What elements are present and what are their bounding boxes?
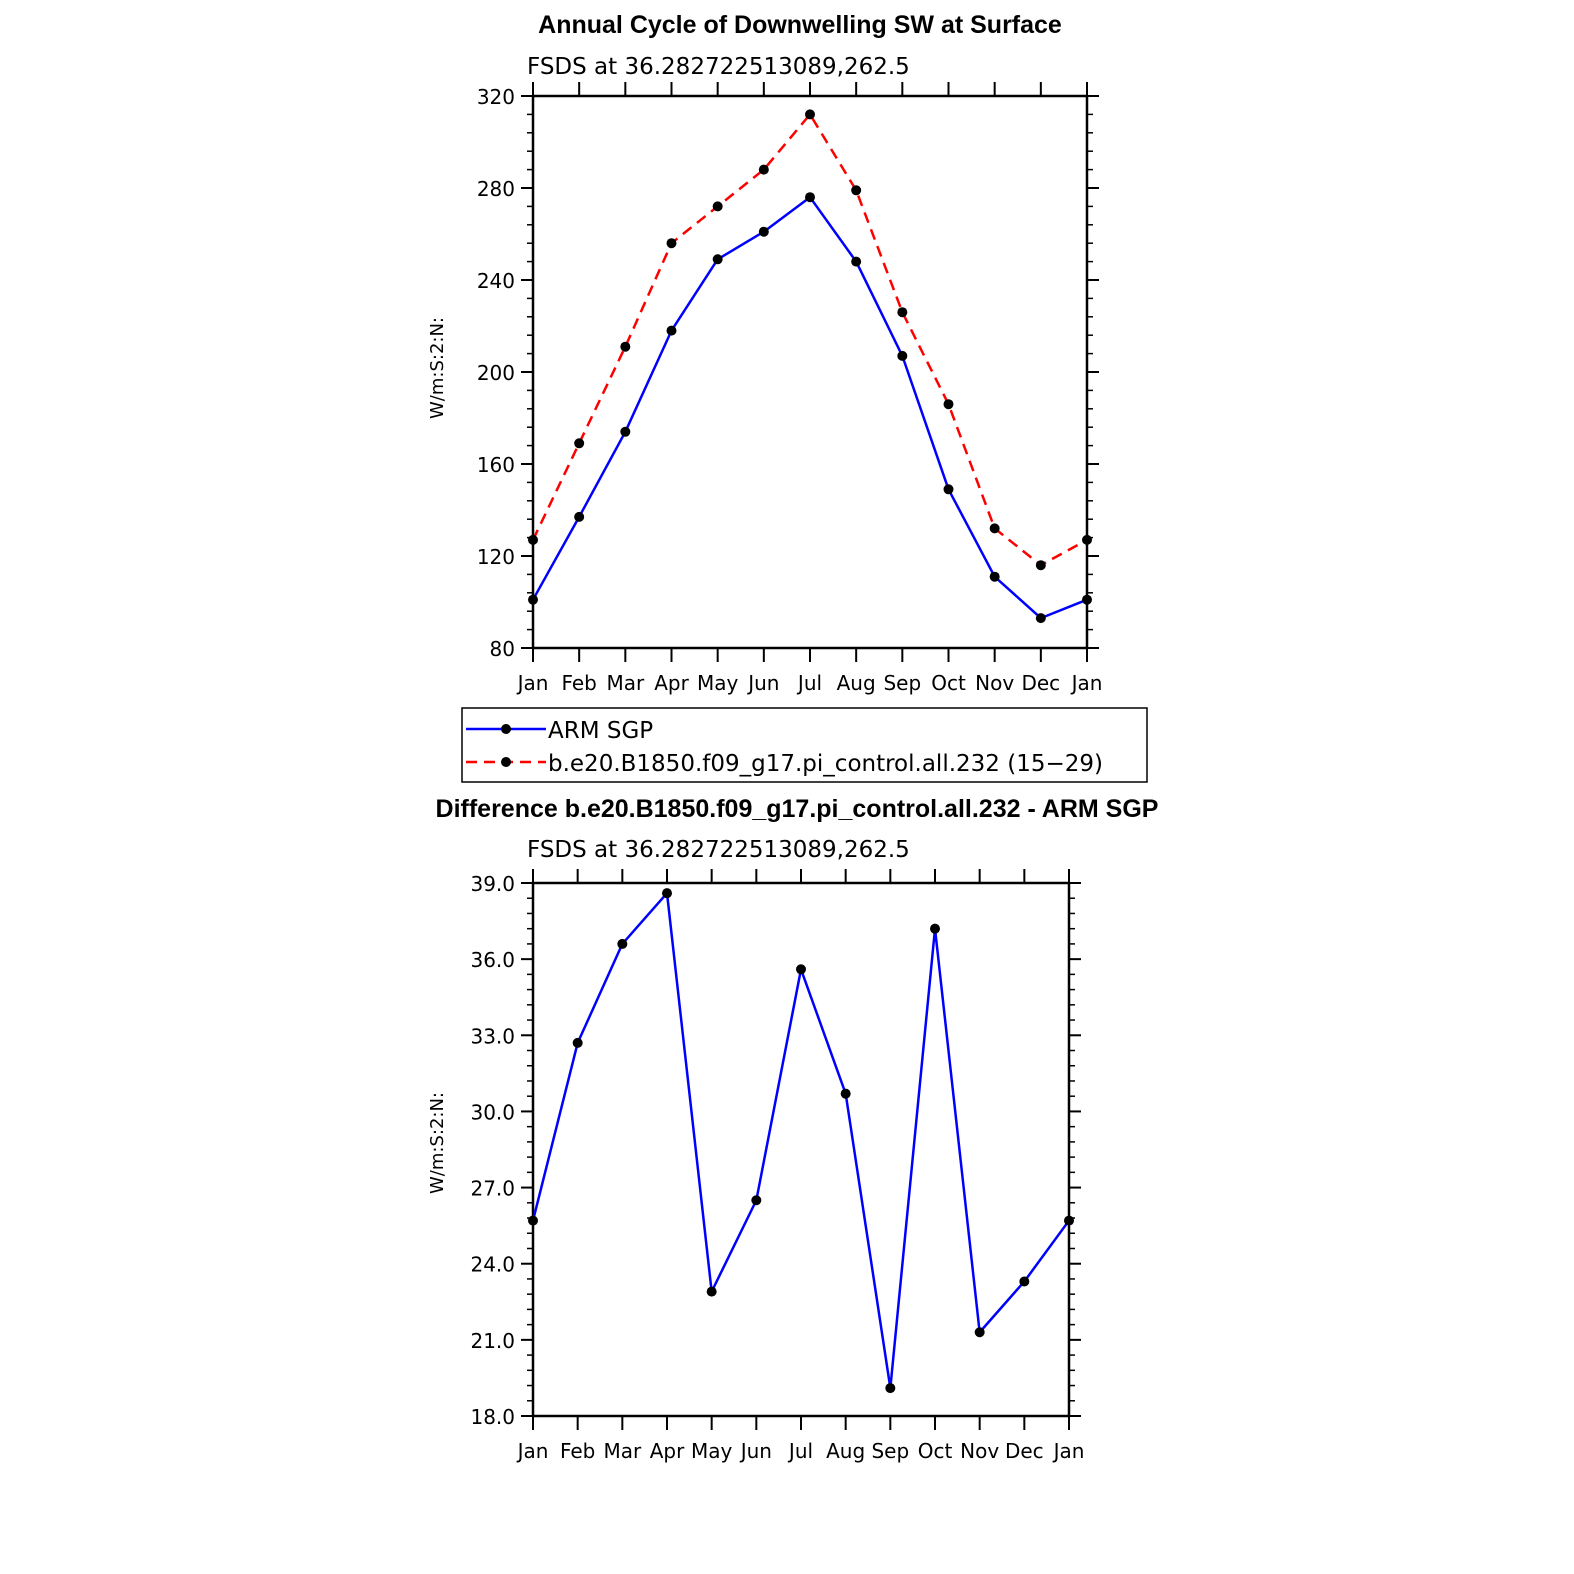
chart2-series-0-point — [662, 888, 672, 899]
chart2-xtick-label: Nov — [960, 1439, 999, 1463]
chart1-series-1-point — [943, 399, 954, 410]
chart1-series-1-point — [805, 109, 815, 120]
chart1-xtick-label: Sep — [883, 671, 921, 695]
chart2-xtick-label: Jan — [1052, 1439, 1085, 1463]
chart1-xtick-label: Mar — [606, 671, 645, 695]
chart2-xtick-label: Mar — [603, 1439, 642, 1463]
chart2-plot: 18.0 21.0 24.0 27.0 30.0 33.0 36.0 39.0 Jan Feb Ma… — [470, 869, 1084, 1463]
chart2-series-0-point — [751, 1195, 762, 1206]
chart1-series-1-point — [666, 238, 677, 249]
chart2-series-0-point — [617, 938, 628, 949]
chart2-ytick-label: 36.0 — [470, 948, 515, 972]
chart1-series-1-point — [574, 438, 585, 449]
chart2-ytick-label: 33.0 — [470, 1024, 515, 1048]
chart1-ytick-label: 280 — [477, 177, 515, 201]
chart1-xtick-label: Apr — [654, 671, 689, 695]
chart1-ylabel: W/m:S:2:N: — [427, 317, 448, 419]
chart2-series-0-point — [930, 923, 940, 934]
chart2-series-0-point — [974, 1327, 985, 1338]
chart2-series-0-point — [840, 1088, 851, 1099]
chart2-xtick-label: Oct — [918, 1439, 953, 1463]
chart1-series-1-point — [897, 307, 908, 318]
chart1-series-1-line — [531, 113, 1088, 567]
chart2-xtick-label: Jun — [739, 1439, 772, 1463]
chart2-ytick-label: 21.0 — [470, 1329, 515, 1353]
chart1-ytick-label: 80 — [490, 637, 515, 661]
chart1-series-0-point — [758, 226, 769, 237]
chart2-series-0-point — [706, 1286, 717, 1297]
chart1-series-0-point — [712, 254, 723, 265]
chart2-series-0-point — [1064, 1215, 1074, 1226]
chart2-xtick-label: Aug — [826, 1439, 865, 1463]
legend-label-arm: ARM SGP — [548, 718, 653, 744]
chart1-subtitle: FSDS at 36.282722513089,262.5 — [527, 54, 910, 80]
chart1-xtick-label: Jul — [796, 671, 822, 695]
chart2-xtick-label: Apr — [650, 1439, 685, 1463]
chart2-series-0-point — [572, 1037, 583, 1048]
chart2-xtick-label: Jul — [787, 1439, 813, 1463]
chart2-series-0-point — [528, 1215, 538, 1226]
chart2-xtick-label: Sep — [871, 1439, 909, 1463]
chart1-series-1-point — [851, 185, 862, 196]
chart2-series-0-point — [885, 1383, 896, 1394]
chart1-ytick-label: 200 — [477, 361, 515, 385]
chart2-ytick-label: 39.0 — [470, 872, 515, 896]
legend-box — [461, 707, 1148, 783]
chart1-series-0-point — [574, 511, 585, 522]
legend-marker-model — [501, 757, 511, 767]
chart2-series-0-point — [1019, 1276, 1030, 1287]
chart1-series-0-point — [666, 325, 677, 336]
chart2-ytick-label: 30.0 — [470, 1100, 515, 1124]
chart1-series-0-point — [620, 426, 631, 437]
chart1-series-0-point — [1082, 594, 1092, 605]
chart1-xtick-label: Jun — [746, 671, 779, 695]
chart2-ytick-label: 27.0 — [470, 1177, 515, 1201]
chart1-legend: ARM SGP b.e20.B1850.f09_g17.pi_control.a… — [461, 707, 1148, 783]
legend-marker-arm — [501, 724, 511, 734]
chart2-xtick-label: Jan — [516, 1439, 549, 1463]
chart1-xtick-label: Dec — [1021, 671, 1060, 695]
chart1-xtick-label: Aug — [837, 671, 876, 695]
chart1-ytick-label: 120 — [477, 545, 515, 569]
chart1-series-0-point — [897, 350, 908, 361]
legend-label-model: b.e20.B1850.f09_g17.pi_control.all.232 (… — [548, 751, 1103, 777]
chart1-series-0-point — [851, 256, 862, 267]
chart2-xtick-label: May — [691, 1439, 733, 1463]
chart1-ytick-label: 160 — [477, 453, 515, 477]
chart1-series-0-point — [1035, 613, 1046, 624]
chart2-title: Difference b.e20.B1850.f09_g17.pi_contro… — [436, 795, 1159, 823]
chart1-xtick-label: Feb — [561, 671, 596, 695]
chart2-ytick-label: 18.0 — [470, 1405, 515, 1429]
chart1-frame — [531, 94, 1089, 650]
chart2-ylabel: W/m:S:2:N: — [427, 1092, 448, 1194]
chart1-xtick-label: Oct — [931, 671, 966, 695]
chart2-subtitle: FSDS at 36.282722513089,262.5 — [527, 837, 910, 863]
chart1-xtick-label: Nov — [975, 671, 1014, 695]
chart1-series-1-point — [1035, 560, 1046, 571]
chart2-xtick-label: Dec — [1005, 1439, 1044, 1463]
chart1-series-1-point — [1082, 534, 1092, 545]
chart1-series-1-point — [528, 534, 538, 545]
chart1-series-0-point — [528, 594, 538, 605]
chart1-series-0-point — [805, 192, 815, 203]
chart1-series-0-line — [531, 195, 1088, 620]
chart1-series-1-point — [620, 341, 631, 352]
chart1-xtick-label: Jan — [516, 671, 549, 695]
chart1-ytick-label: 240 — [477, 269, 515, 293]
chart1-ytick-label: 320 — [477, 85, 515, 109]
chart1-title: Annual Cycle of Downwelling SW at Surfac… — [538, 11, 1062, 39]
chart1-series-1-point — [712, 201, 723, 212]
chart1-plot: 80 120 160 200 240 280 320 Jan Feb Mar Apr May Jun Ju… — [477, 82, 1103, 695]
chart1-series-0-point — [943, 484, 954, 495]
chart2-series-0-point — [796, 964, 806, 975]
chart1-series-0-point — [989, 571, 1000, 582]
chart2-ytick-label: 24.0 — [470, 1253, 515, 1277]
chart1-series-1-point — [758, 164, 769, 175]
chart1-xtick-label: Jan — [1070, 671, 1103, 695]
chart2-xtick-label: Feb — [560, 1439, 595, 1463]
chart1-xtick-label: May — [697, 671, 739, 695]
chart1-series-1-point — [989, 523, 1000, 534]
